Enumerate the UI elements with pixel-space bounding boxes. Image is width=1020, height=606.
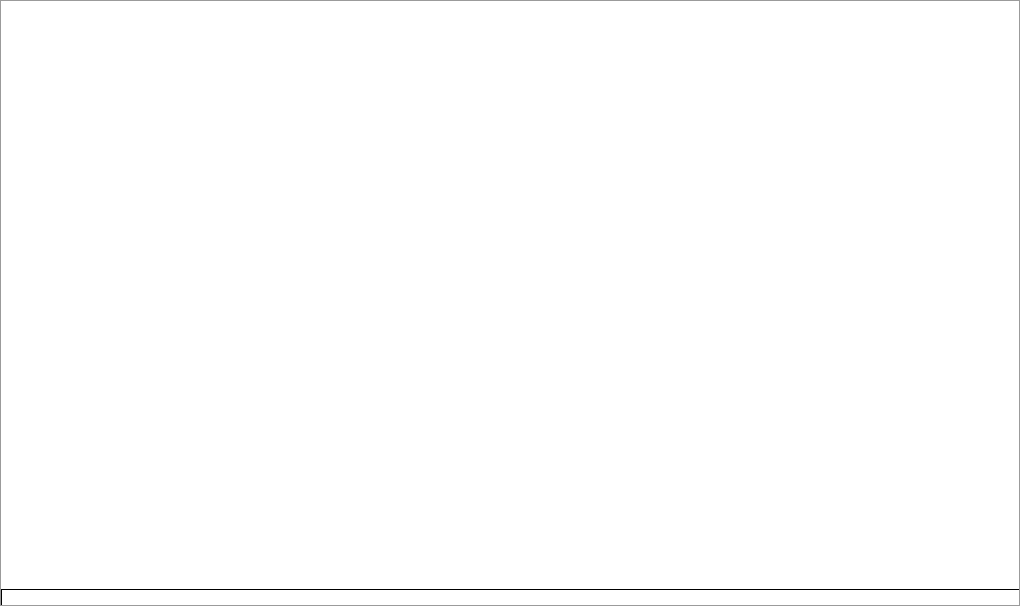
wind-chart-plot: [1, 1, 1020, 589]
status-bar: [1, 589, 1019, 605]
